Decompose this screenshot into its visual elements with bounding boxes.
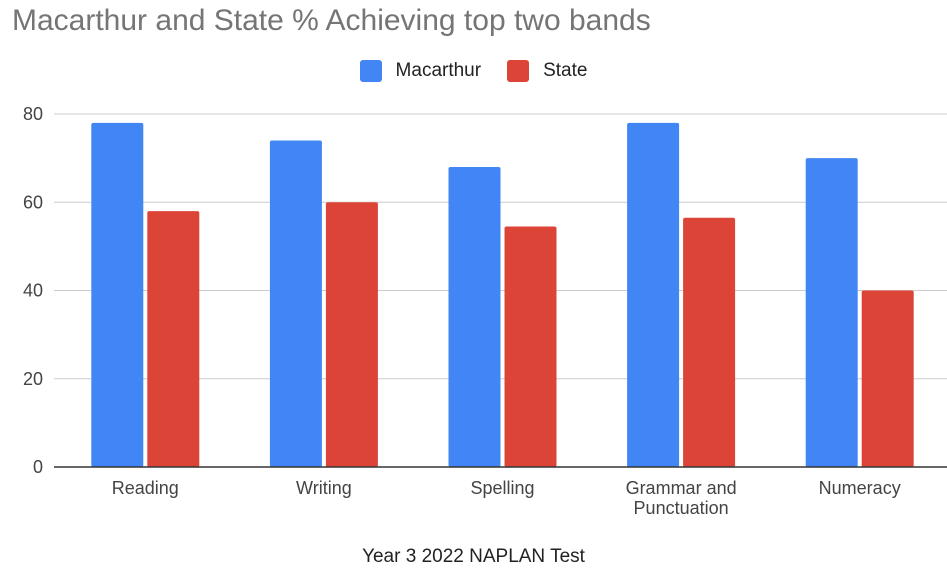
y-tick-label: 60: [23, 192, 43, 212]
x-tick-label: Writing: [296, 478, 352, 498]
bar-macarthur-1: [269, 140, 322, 467]
legend-label-state: State: [543, 60, 588, 81]
y-tick-label: 40: [23, 281, 43, 301]
bar-state-3: [683, 217, 736, 467]
legend-label-macarthur: Macarthur: [395, 60, 482, 81]
bar-state-2: [504, 226, 557, 467]
x-tick-label: Grammar and: [626, 478, 737, 498]
legend-swatch-macarthur: [359, 60, 382, 82]
bar-macarthur-3: [627, 122, 680, 467]
bar-macarthur-2: [448, 166, 501, 467]
x-tick-label: Punctuation: [634, 498, 729, 518]
y-tick-label: 80: [23, 104, 43, 124]
legend: Macarthur State: [0, 60, 947, 82]
chart-title: Macarthur and State % Achieving top two …: [12, 4, 651, 37]
x-axis-title: Year 3 2022 NAPLAN Test: [362, 546, 585, 567]
bar-state-4: [861, 290, 914, 467]
x-tick-label: Spelling: [470, 478, 534, 498]
legend-item-macarthur: Macarthur: [359, 60, 482, 82]
bar-state-0: [147, 211, 200, 467]
y-tick-label: 0: [33, 457, 43, 477]
y-tick-label: 20: [23, 369, 43, 389]
legend-swatch-state: [507, 60, 530, 82]
bar-state-1: [325, 202, 378, 467]
bar-chart: 0 20 40 60 80 Reading Writing Spelling Grammar a…: [23, 104, 947, 518]
x-tick-label: Numeracy: [819, 478, 901, 498]
legend-item-state: State: [507, 60, 587, 82]
bar-macarthur-4: [805, 158, 858, 467]
x-tick-label: Reading: [112, 478, 179, 498]
bar-macarthur-0: [91, 122, 144, 467]
